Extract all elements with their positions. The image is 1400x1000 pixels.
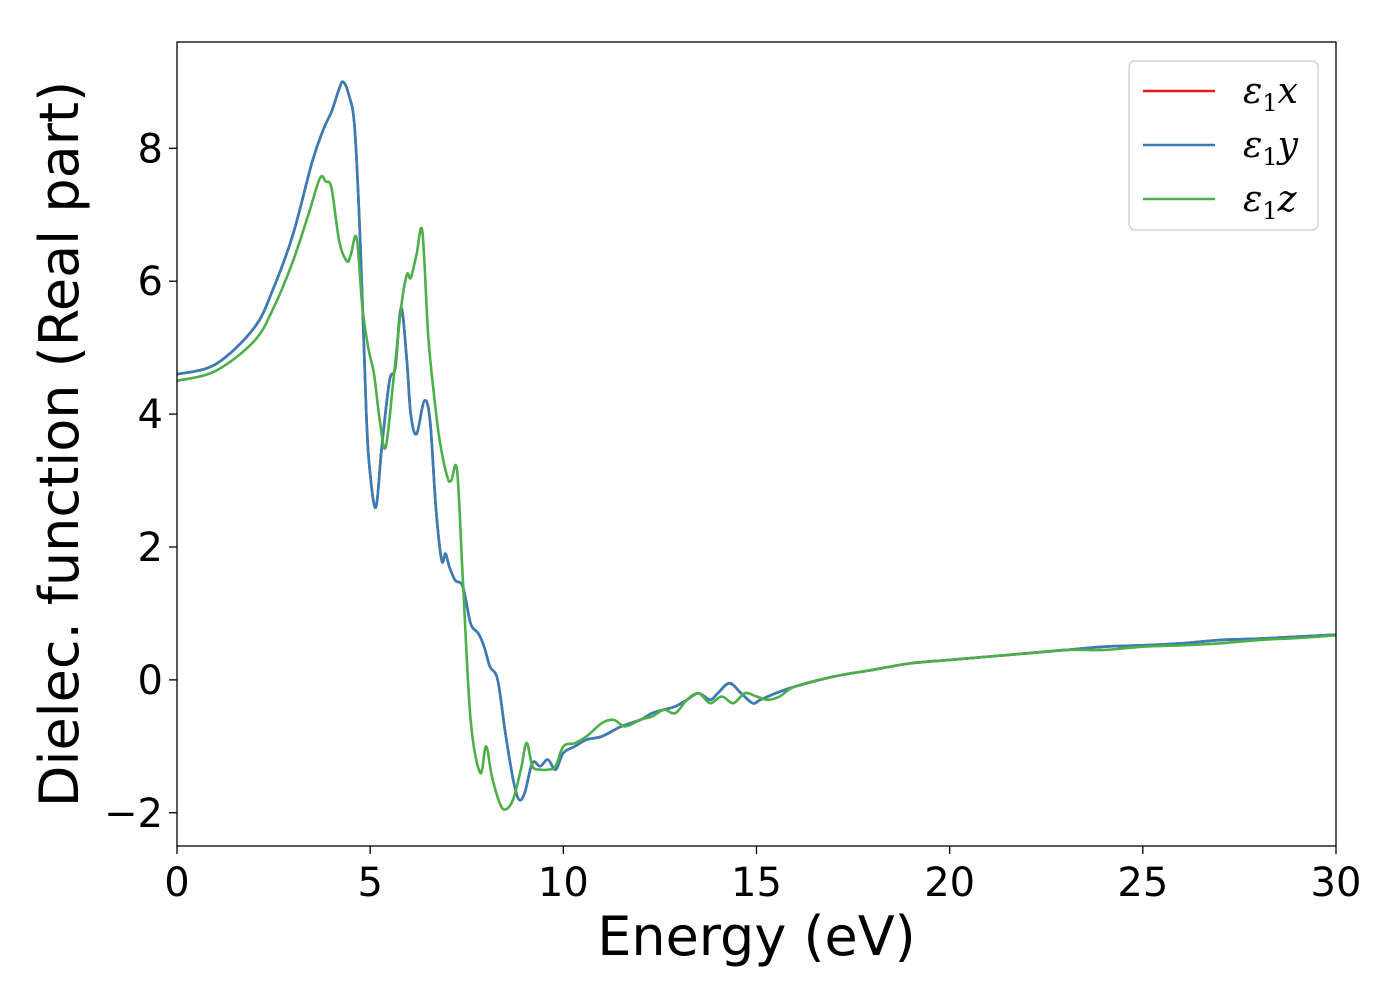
x-axis-title: Energy (eV) <box>597 905 916 968</box>
legend-box <box>1128 60 1319 231</box>
legend-label-1: ε1x <box>1243 71 1298 117</box>
y-tick-label: 2 <box>138 525 163 571</box>
legend: ε1x ε1y ε1z <box>1128 60 1319 231</box>
x-tick-label: 10 <box>538 860 589 906</box>
x-tick-label: 15 <box>731 860 782 906</box>
x-tick-label: 25 <box>1117 860 1168 906</box>
series-layer <box>177 80 1336 811</box>
y-axis-title: Dielec. function (Real part) <box>28 81 91 807</box>
x-tick-label: 5 <box>357 860 382 906</box>
y-tick-label: 0 <box>138 658 163 704</box>
legend-label-2: ε1y <box>1243 125 1299 171</box>
y-tick-label: 4 <box>138 392 163 438</box>
x-axis: 0 5 10 15 20 25 30 <box>164 846 1361 906</box>
series-line-3 <box>177 174 1336 811</box>
y-axis: −2 0 2 4 6 8 <box>104 126 177 837</box>
x-tick-label: 30 <box>1311 860 1362 906</box>
y-tick-label: −2 <box>104 791 163 837</box>
x-tick-label: 20 <box>924 860 975 906</box>
x-tick-label: 0 <box>164 860 189 906</box>
y-tick-label: 8 <box>138 126 163 172</box>
legend-label-3: ε1z <box>1243 179 1298 225</box>
y-tick-label: 6 <box>138 259 163 305</box>
